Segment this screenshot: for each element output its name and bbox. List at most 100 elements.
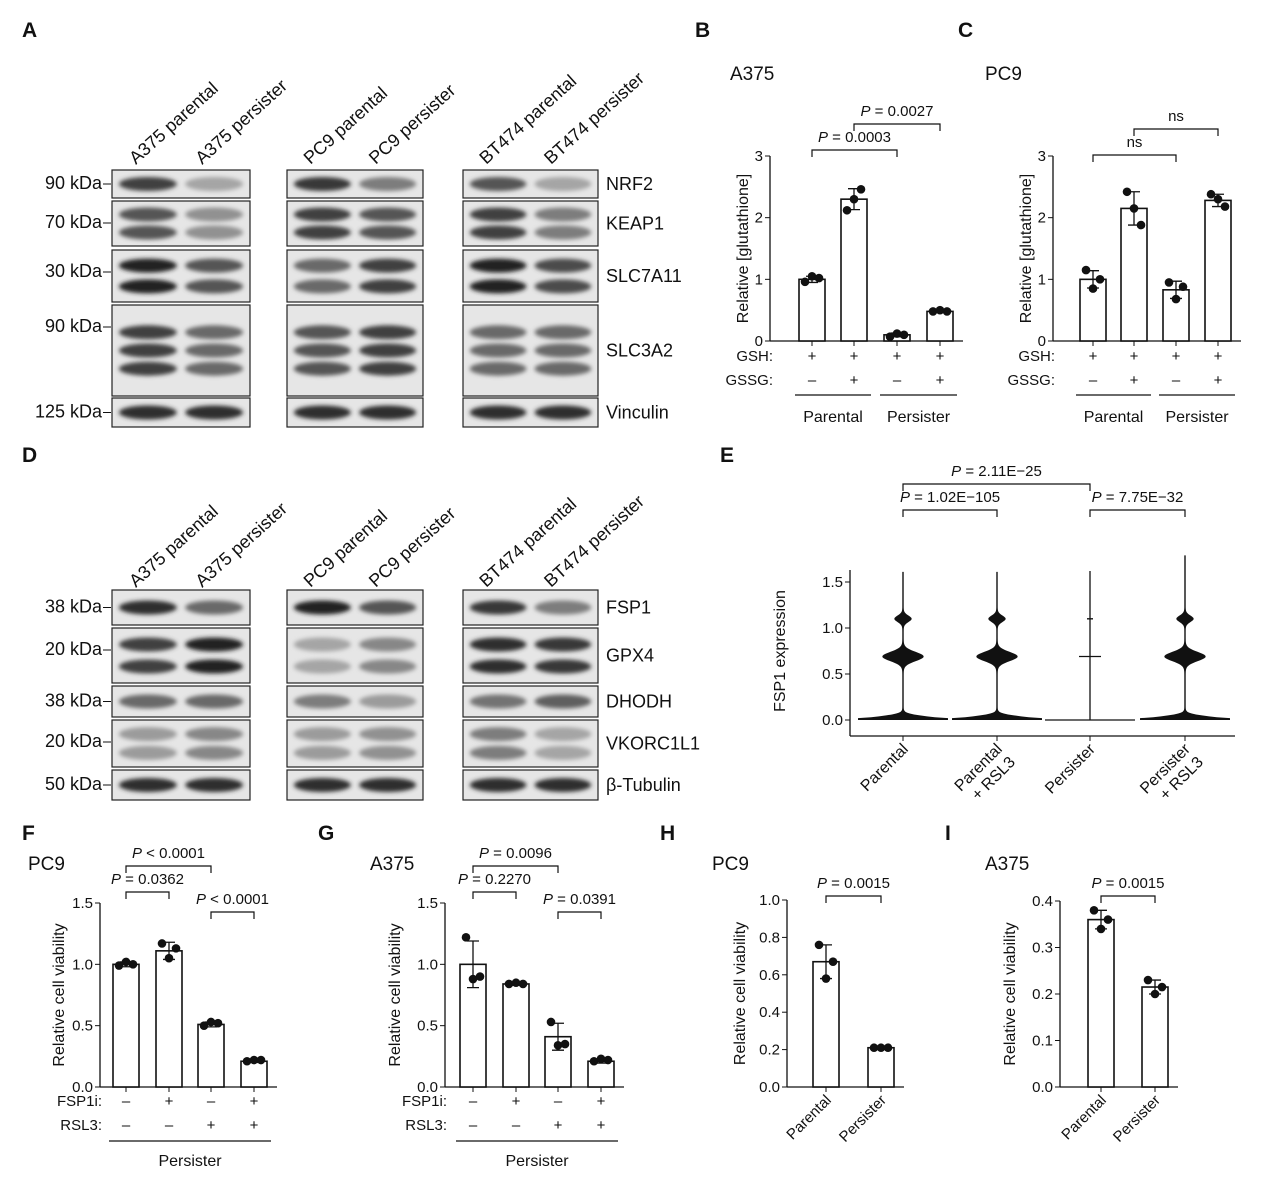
panel-letter-a: A	[22, 19, 37, 42]
data-point	[157, 939, 167, 948]
blot-row-nrf2: 90 kDa NRF2	[45, 169, 653, 199]
data-point	[242, 1056, 252, 1066]
protein-band	[185, 600, 244, 615]
y-tick-label: 0.3	[1032, 940, 1053, 957]
protein-band	[359, 325, 417, 340]
bar	[867, 1046, 895, 1088]
protein-band	[118, 778, 177, 792]
protein-band	[359, 405, 417, 420]
protein-band	[185, 694, 244, 709]
protein-band	[469, 361, 527, 376]
blot-membrane	[111, 249, 251, 303]
y-tick-label: 2	[1038, 210, 1046, 227]
blot-membrane	[286, 627, 424, 684]
protein-band	[293, 325, 351, 340]
chart-title: PC9	[28, 854, 65, 875]
condition-value: +	[165, 1093, 174, 1110]
data-point	[807, 271, 817, 281]
molecular-weight-label: 70 kDa	[45, 212, 103, 232]
y-tick-label: 0.2	[759, 1042, 780, 1059]
protein-band	[469, 637, 527, 652]
y-axis-label: Relative cell viability	[1002, 922, 1019, 1065]
data-point	[596, 1054, 606, 1064]
protein-band	[534, 659, 592, 674]
protein-band	[185, 405, 244, 420]
p-symbol: P	[1092, 489, 1102, 506]
data-point	[553, 1040, 563, 1050]
y-tick-label: 0.6	[759, 967, 780, 984]
chart-title: A375	[370, 854, 414, 875]
x-tick-label: Persister	[1042, 740, 1099, 797]
chart-b: A375 Relative [glutathione]0 1 2 3 GSH: + + + + GS…	[725, 64, 963, 426]
molecular-weight-label: 20 kDa	[45, 731, 103, 751]
protein-band	[293, 727, 351, 742]
significance-bracket	[1100, 895, 1156, 903]
panel-letter-e: E	[720, 444, 734, 467]
protein-band	[185, 207, 244, 222]
p-symbol: P	[861, 103, 871, 120]
data-point	[461, 933, 471, 942]
protein-band	[469, 279, 527, 294]
protein-band	[534, 727, 592, 742]
y-tick-label: 0.4	[1032, 893, 1053, 910]
y-tick-label: 1.5	[417, 895, 438, 912]
x-tick-label: Persister	[1110, 1092, 1164, 1146]
violin	[1045, 570, 1135, 721]
p-value: ns	[1127, 134, 1143, 151]
protein-band	[359, 225, 417, 240]
x-tick-label: Parental	[783, 1092, 835, 1144]
protein-band	[118, 343, 177, 358]
condition-value: –	[469, 1093, 478, 1110]
blot-membrane	[462, 719, 599, 768]
data-point	[206, 1017, 216, 1027]
molecular-weight-label: 90 kDa	[45, 316, 103, 336]
data-point	[1122, 187, 1132, 197]
protein-band	[293, 207, 351, 222]
protein-band	[359, 637, 417, 652]
chart-title: PC9	[712, 854, 749, 875]
data-point	[504, 979, 514, 989]
data-point	[876, 1043, 886, 1053]
protein-band	[469, 778, 527, 792]
y-tick-label: 1.5	[72, 895, 93, 912]
protein-band	[293, 258, 351, 273]
condition-value: +	[936, 372, 945, 389]
protein-band	[359, 745, 417, 760]
y-axis-label: FSP1 expression	[772, 590, 789, 712]
y-tick-label: 1	[1038, 271, 1046, 288]
y-tick-label: 1.0	[72, 956, 93, 973]
protein-band	[359, 177, 417, 191]
protein-band	[118, 258, 177, 273]
data-point	[511, 978, 521, 988]
protein-band	[469, 405, 527, 420]
p-symbol: P	[1092, 875, 1102, 892]
y-tick-label: 0.5	[417, 1018, 438, 1035]
protein-band	[293, 343, 351, 358]
y-tick-label: 0	[1038, 333, 1046, 350]
data-point	[1095, 275, 1105, 284]
protein-band	[185, 745, 244, 760]
blot-membrane	[286, 200, 424, 247]
panel-letter-i: I	[945, 822, 951, 845]
blot-membrane	[462, 249, 599, 303]
protein-band	[118, 600, 177, 615]
p-value-label: P = 0.0003	[818, 129, 891, 146]
p-value: = 0.0003	[828, 129, 891, 146]
protein-band	[185, 258, 244, 273]
condition-value: +	[850, 348, 859, 365]
group-label: Parental	[1084, 409, 1144, 426]
protein-band	[359, 258, 417, 273]
y-tick-label: 1.0	[417, 956, 438, 973]
protein-band	[293, 778, 351, 792]
data-point	[1150, 989, 1160, 999]
protein-band	[293, 600, 351, 615]
p-value: = 0.0015	[1102, 875, 1165, 892]
protein-band	[118, 279, 177, 294]
y-tick-label: 0.5	[822, 666, 843, 683]
protein-label: SLC3A2	[606, 341, 673, 361]
data-point	[1089, 906, 1099, 915]
blot-membrane	[462, 627, 599, 684]
panel-letter-f: F	[22, 822, 35, 845]
chart-i: A375 Relative cell viability 0.0 0.1 0.2 0.3 0…	[985, 854, 1178, 1146]
data-point	[213, 1018, 223, 1028]
